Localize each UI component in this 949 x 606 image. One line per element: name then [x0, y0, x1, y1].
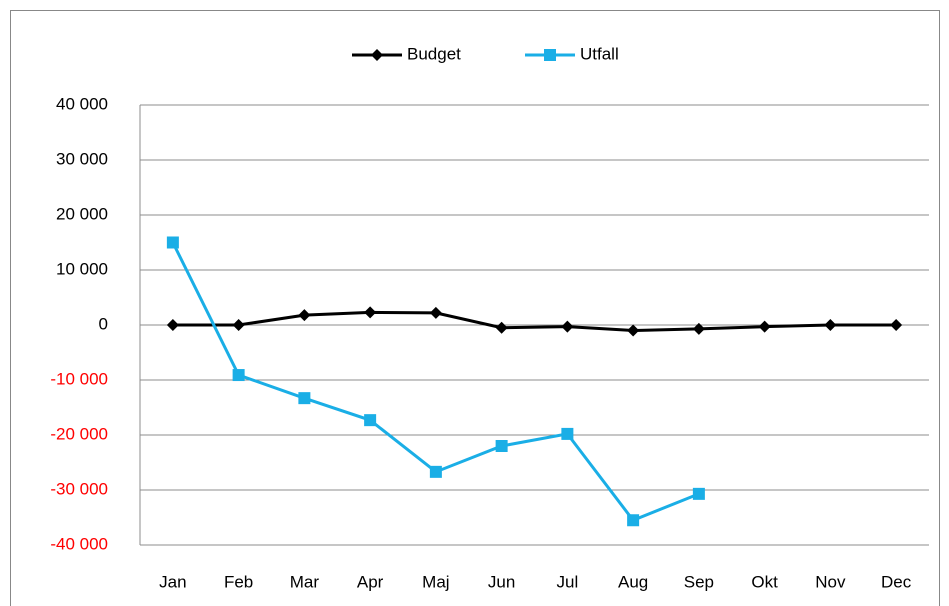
- data-point: [364, 306, 377, 319]
- y-tick-label: 40 000: [56, 94, 108, 113]
- data-point: [692, 322, 705, 335]
- data-point: [627, 324, 640, 337]
- data-point: [890, 319, 903, 331]
- series-line: [172, 310, 897, 333]
- data-point: [232, 319, 245, 331]
- data-point: [364, 414, 377, 427]
- data-point: [692, 487, 705, 500]
- y-tick-label: -30 000: [50, 479, 108, 498]
- y-tick-label: 0: [99, 314, 108, 333]
- data-point: [561, 320, 574, 333]
- x-tick-label: Maj: [422, 572, 449, 591]
- x-tick-label: Mar: [290, 572, 320, 591]
- x-tick-label: Sep: [684, 572, 714, 591]
- data-point: [627, 514, 640, 527]
- x-tick-label: Aug: [618, 572, 648, 591]
- x-tick-label: Apr: [357, 572, 384, 591]
- data-point: [166, 236, 179, 249]
- chart-border: [10, 10, 940, 606]
- y-tick-label: 10 000: [56, 259, 108, 278]
- y-tick-label: 30 000: [56, 149, 108, 168]
- y-tick-label: -10 000: [50, 369, 108, 388]
- x-tick-label: Feb: [224, 572, 253, 591]
- data-point: [429, 465, 442, 478]
- y-tick-label: -20 000: [50, 424, 108, 443]
- data-point: [758, 320, 771, 333]
- y-tick-label: -40 000: [50, 534, 108, 553]
- legend-label: Utfall: [580, 44, 619, 63]
- x-tick-label: Jul: [557, 572, 579, 591]
- data-point: [166, 319, 179, 331]
- x-tick-label: Nov: [815, 572, 846, 591]
- x-tick-label: Jun: [488, 572, 515, 591]
- legend-marker: [371, 49, 383, 61]
- x-tick-label: Dec: [881, 572, 912, 591]
- data-point: [232, 369, 245, 382]
- x-tick-label: Okt: [751, 572, 778, 591]
- data-point: [298, 309, 311, 322]
- y-tick-label: 20 000: [56, 204, 108, 223]
- data-point: [298, 392, 311, 405]
- data-point: [429, 306, 442, 319]
- data-point: [495, 440, 508, 452]
- data-point: [824, 319, 837, 331]
- data-point: [561, 427, 574, 440]
- legend-label: Budget: [407, 44, 461, 63]
- x-tick-label: Jan: [159, 572, 186, 591]
- legend-marker: [544, 49, 556, 61]
- data-point: [495, 321, 508, 334]
